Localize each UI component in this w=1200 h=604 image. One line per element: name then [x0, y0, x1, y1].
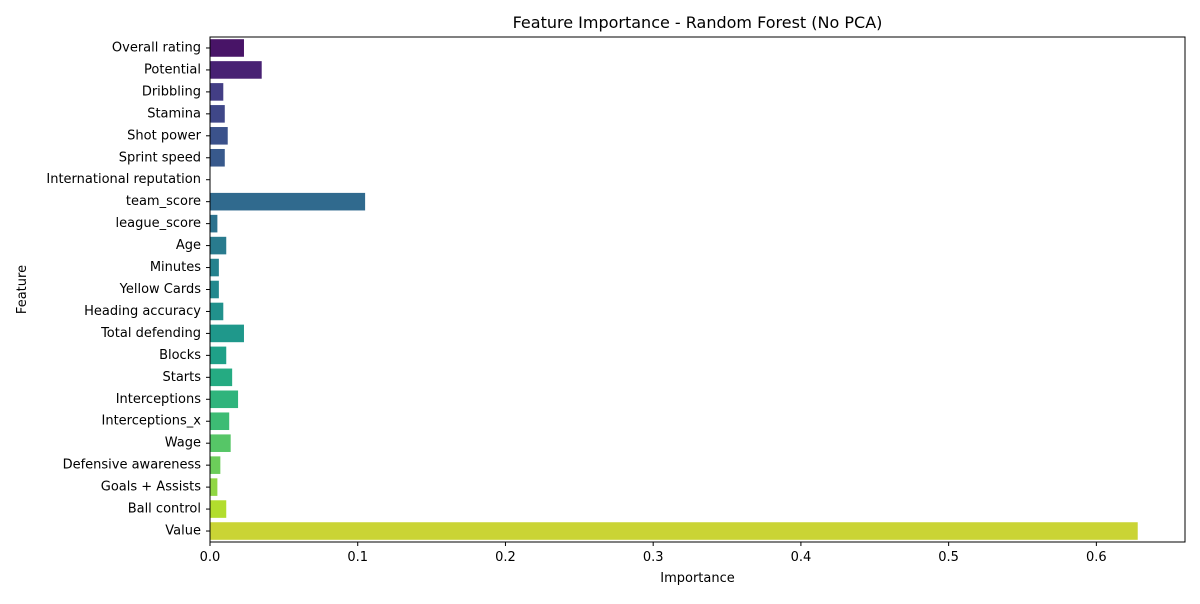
bar-19 [210, 456, 221, 474]
bar-12 [210, 302, 224, 321]
y-tick-label: Heading accuracy [84, 304, 201, 319]
y-axis-ticks: Overall rating Potential Dribbling Stamina S… [46, 40, 210, 539]
y-tick-label: Sprint speed [119, 150, 201, 165]
bar-18 [210, 434, 231, 452]
y-tick-label: Value [165, 524, 201, 539]
y-tick-label: Shot power [127, 128, 202, 143]
y-tick-label: Overall rating [112, 40, 201, 55]
bar-22 [210, 522, 1138, 540]
bar-5 [210, 148, 225, 167]
bar-0 [210, 39, 244, 57]
y-tick-label: Starts [162, 370, 201, 385]
bar-8 [210, 214, 218, 233]
y-tick-label: Interceptions_x [102, 414, 202, 429]
bar-9 [210, 236, 227, 255]
x-tick-label: 0.1 [347, 550, 368, 565]
y-tick-label: Minutes [150, 260, 201, 275]
y-tick-label: Defensive awareness [63, 458, 202, 473]
y-tick-label: Potential [144, 62, 201, 77]
bar-4 [210, 127, 228, 145]
bar-20 [210, 478, 218, 496]
y-tick-label: Ball control [128, 502, 201, 517]
y-tick-label: Yellow Cards [119, 282, 202, 297]
y-tick-label: Goals + Assists [101, 480, 201, 495]
bar-10 [210, 258, 219, 277]
y-tick-label: league_score [116, 216, 202, 231]
bar-17 [210, 412, 230, 431]
bar-2 [210, 83, 224, 101]
y-tick-label: Age [176, 238, 201, 253]
y-tick-label: Blocks [159, 348, 201, 363]
x-tick-label: 0.2 [495, 550, 516, 565]
y-tick-label: team_score [126, 194, 201, 209]
y-tick-label: Dribbling [142, 84, 201, 99]
bar-1 [210, 61, 262, 79]
bar-14 [210, 346, 227, 365]
x-tick-label: 0.4 [791, 550, 812, 565]
bar-16 [210, 390, 239, 409]
x-tick-label: 0.6 [1086, 550, 1107, 565]
x-tick-label: 0.5 [938, 550, 959, 565]
bar-13 [210, 324, 244, 343]
x-tick-label: 0.3 [643, 550, 664, 565]
y-tick-label: Wage [165, 436, 201, 451]
bar-7 [210, 192, 366, 211]
y-tick-label: Total defending [100, 326, 201, 341]
plot-frame [209, 36, 1186, 543]
y-tick-label: Interceptions [116, 392, 202, 407]
chart-title: Feature Importance - Random Forest (No P… [513, 13, 883, 32]
x-axis-label: Importance [660, 571, 735, 586]
x-axis-ticks: 0.0 0.1 0.2 0.3 0.4 0.5 0.6 [200, 542, 1107, 565]
y-tick-label: Stamina [147, 106, 201, 121]
y-tick-label: International reputation [46, 172, 201, 187]
bar-15 [210, 368, 233, 387]
bar-21 [210, 500, 227, 518]
bars-group [210, 39, 1138, 540]
bar-3 [210, 105, 225, 123]
bar-11 [210, 280, 219, 299]
x-tick-label: 0.0 [200, 550, 221, 565]
y-axis-label: Feature [15, 265, 30, 314]
